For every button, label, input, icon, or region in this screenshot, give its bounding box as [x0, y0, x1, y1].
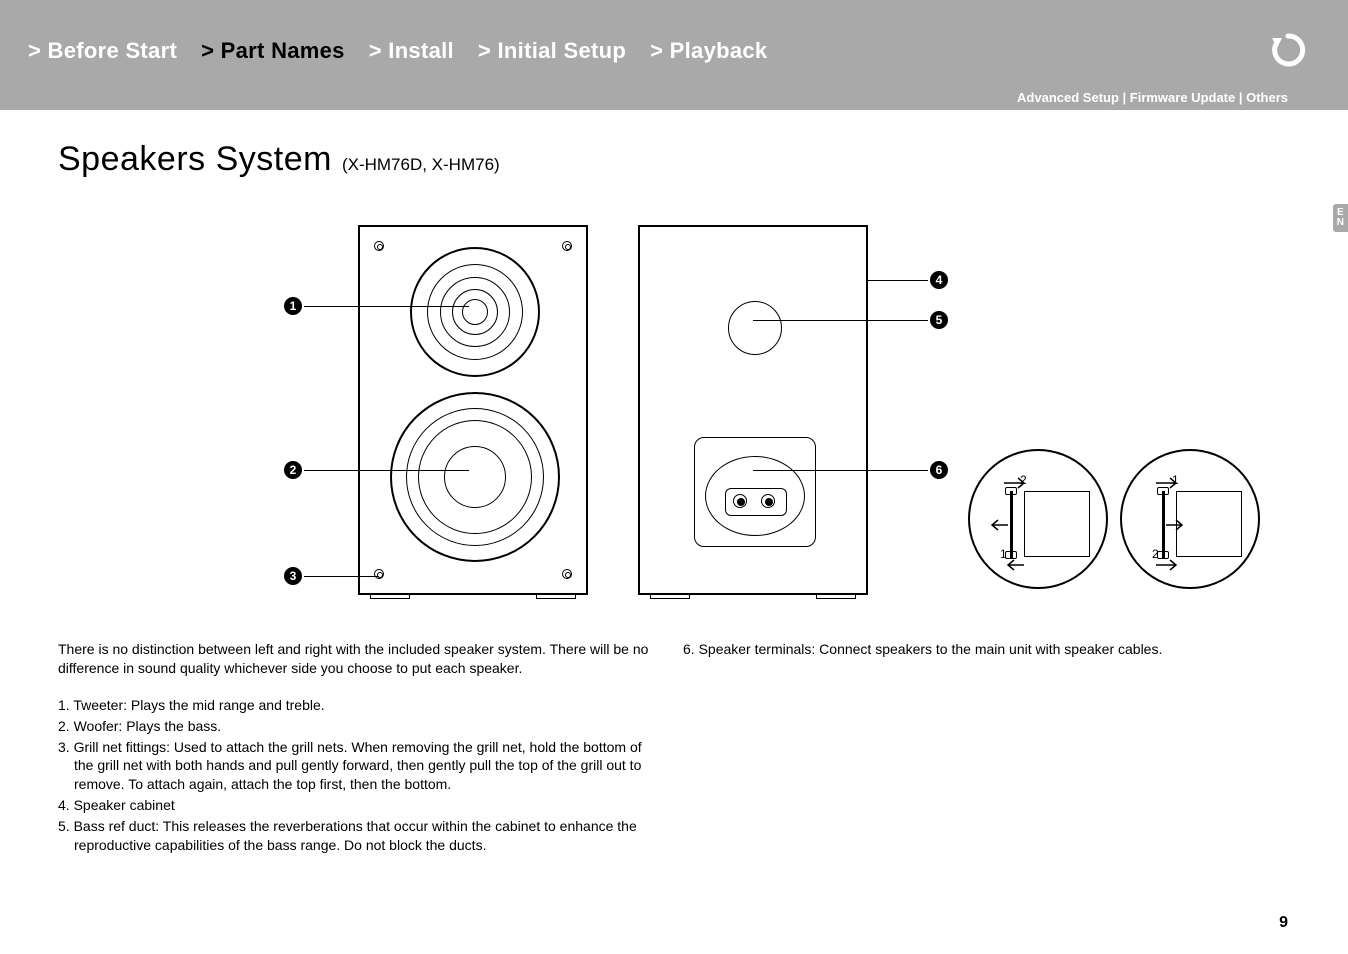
tab-install[interactable]: > Install	[369, 38, 454, 64]
callout-4: 4	[930, 271, 948, 289]
detail-label-1b: 1	[1172, 473, 1179, 487]
list-item: 5. Bass ref duct: This releases the reve…	[58, 817, 653, 855]
callout-3: 3	[284, 567, 302, 585]
detail-circle-left: 2 1	[968, 449, 1108, 589]
tab-initial-setup[interactable]: > Initial Setup	[478, 38, 626, 64]
intro-text: There is no distinction between left and…	[58, 640, 653, 678]
parts-list: 1. Tweeter: Plays the mid range and treb…	[58, 696, 653, 855]
back-arrow-icon[interactable]	[1268, 28, 1308, 68]
callout-6: 6	[930, 461, 948, 479]
tab-part-names[interactable]: > Part Names	[201, 38, 345, 64]
list-item: 1. Tweeter: Plays the mid range and treb…	[58, 696, 653, 715]
speaker-back	[638, 225, 868, 595]
body-col-left: There is no distinction between left and…	[58, 640, 653, 857]
speaker-front	[358, 225, 588, 595]
header-bar: > Before Start > Part Names > Install > …	[0, 0, 1348, 110]
tab-before-start[interactable]: > Before Start	[28, 38, 177, 64]
body-text: There is no distinction between left and…	[58, 640, 1290, 857]
parts-list-right: 6. Speaker terminals: Connect speakers t…	[683, 640, 1278, 659]
nav-tabs: > Before Start > Part Names > Install > …	[28, 38, 767, 64]
page-title: Speakers System (X-HM76D, X-HM76)	[58, 140, 1290, 179]
diagram: 1 2 3 4 5 6	[58, 219, 1290, 639]
callout-1: 1	[284, 297, 302, 315]
page-title-sub: (X-HM76D, X-HM76)	[342, 155, 500, 175]
detail-label-1: 1	[1000, 547, 1007, 561]
list-item: 6. Speaker terminals: Connect speakers t…	[683, 640, 1278, 659]
page-title-main: Speakers System	[58, 140, 332, 179]
language-tab[interactable]: E N	[1333, 204, 1348, 232]
list-item: 4. Speaker cabinet	[58, 796, 653, 815]
list-item: 2. Woofer: Plays the bass.	[58, 717, 653, 736]
body-col-right: 6. Speaker terminals: Connect speakers t…	[683, 640, 1278, 857]
page-number: 9	[1279, 914, 1288, 932]
content-area: Speakers System (X-HM76D, X-HM76)	[58, 140, 1290, 639]
detail-label-2: 2	[1020, 473, 1027, 487]
tab-playback[interactable]: > Playback	[650, 38, 767, 64]
callout-5: 5	[930, 311, 948, 329]
detail-label-2b: 2	[1152, 547, 1159, 561]
callout-2: 2	[284, 461, 302, 479]
detail-circle-right: 1 2	[1120, 449, 1260, 589]
sub-links[interactable]: Advanced Setup | Firmware Update | Other…	[1017, 90, 1288, 105]
list-item: 3. Grill net fittings: Used to attach th…	[58, 738, 653, 795]
